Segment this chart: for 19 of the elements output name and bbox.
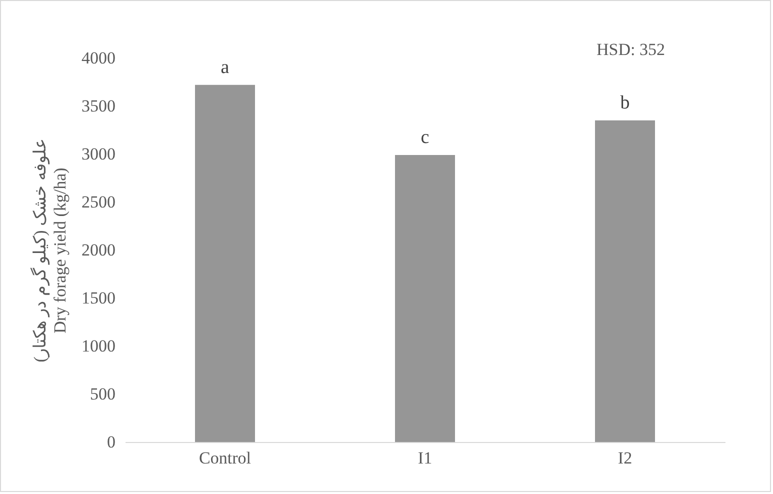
y-tick-label: 3500 — [82, 96, 116, 116]
y-tick-label: 1500 — [82, 288, 116, 308]
bar — [395, 154, 455, 442]
x-tick-label: I2 — [618, 448, 632, 468]
x-tick-label: I1 — [418, 448, 432, 468]
annotation: a — [220, 56, 230, 78]
bar — [595, 120, 655, 442]
x-tick-label: Control — [199, 448, 252, 468]
y-tick-label: 500 — [90, 384, 116, 404]
annotation: HSD: 352 — [596, 40, 665, 59]
annotation: b — [620, 92, 630, 114]
y-tick-label: 4000 — [82, 48, 116, 68]
y-tick-label: 0 — [107, 432, 116, 452]
y-tick-label: 2000 — [82, 240, 116, 260]
y-tick-label: 2500 — [82, 192, 116, 212]
y-tick-label: 1000 — [82, 336, 116, 356]
y-tick-label: 3000 — [82, 144, 116, 164]
bar — [195, 84, 255, 442]
annotation: c — [420, 126, 430, 148]
